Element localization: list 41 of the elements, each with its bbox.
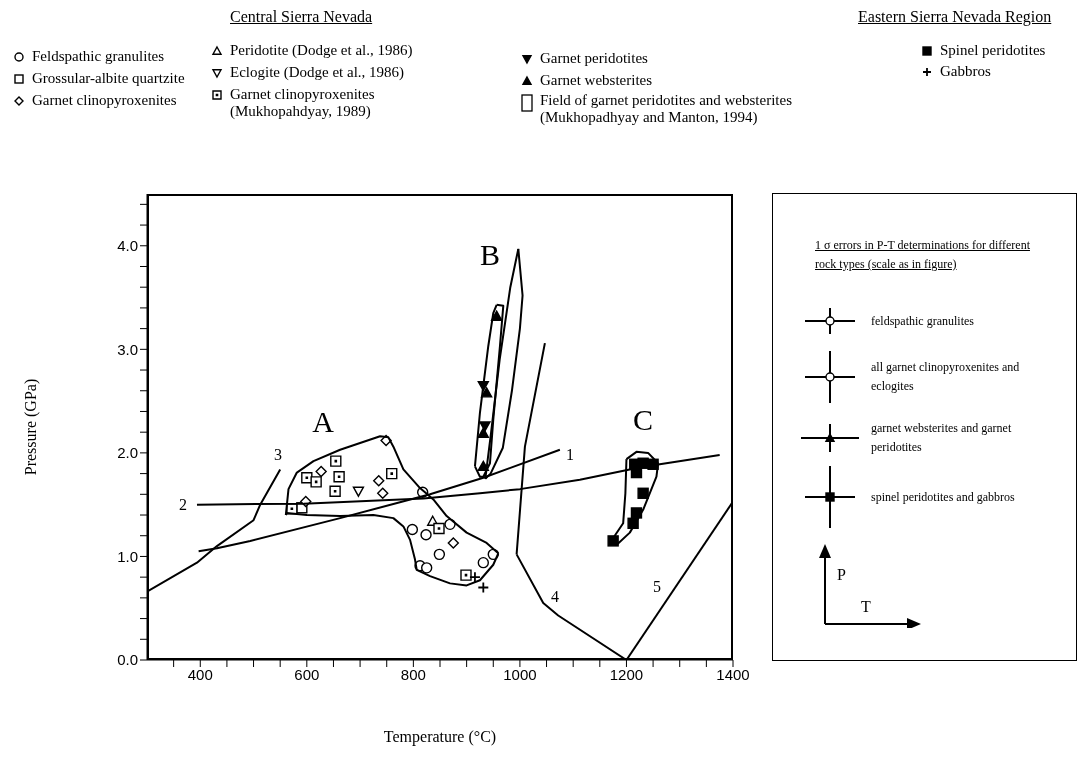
y-axis-title: Pressure (GPa) xyxy=(21,378,40,476)
annotation: 2 xyxy=(179,496,187,513)
text: P xyxy=(837,566,846,584)
text: all garnet clinopyroxenites and eclogites xyxy=(871,359,1021,395)
y-tick-label: 0.0 xyxy=(117,651,138,669)
text: garnet websterites and garnet peridotites xyxy=(871,420,1013,456)
annotation: 4 xyxy=(551,588,559,605)
text: spinel peridotites and gabbros xyxy=(871,488,1016,506)
legend-label: Garnet clinopyroxenites xyxy=(32,92,177,109)
text: 1 σ errors in P-T determinations for different rock types (scale as in figure) xyxy=(815,237,1031,273)
x-tick-label: 1400 xyxy=(716,665,750,683)
legend-label: Grossular-albite quartzite xyxy=(32,70,185,87)
text: T xyxy=(861,598,871,616)
annotation: 5 xyxy=(653,578,661,595)
x-tick-label: 600 xyxy=(294,665,320,683)
legend-label: Garnet peridotites xyxy=(540,50,648,67)
annotation: 1 xyxy=(566,446,574,463)
legend-label: Field of garnet peridotites and websterites (Mukhopadhyay and Manton, 1994) xyxy=(540,92,793,126)
annotation: 3 xyxy=(274,446,282,463)
legend-label: Spinel peridotites xyxy=(940,42,1046,59)
x-tick-label: 400 xyxy=(187,665,213,683)
y-tick-label: 3.0 xyxy=(117,340,138,358)
legend-label: Garnet websterites xyxy=(540,72,653,89)
x-tick-label: 1000 xyxy=(503,665,537,683)
x-tick-label: 1200 xyxy=(609,665,644,683)
y-tick-label: 1.0 xyxy=(117,547,138,565)
text: Eastern Sierra Nevada Region xyxy=(858,8,1052,26)
legend-label: Garnet clinopyroxenites (Mukhopahdyay, 1989) xyxy=(230,86,376,120)
x-tick-label: 800 xyxy=(400,665,426,683)
y-tick-label: 4.0 xyxy=(117,237,138,255)
text: Central Sierra Nevada xyxy=(230,8,373,26)
legend-label: Feldspathic granulites xyxy=(32,48,165,65)
legend-label: Eclogite (Dodge et al., 1986) xyxy=(230,64,405,81)
text: feldspathic granulites xyxy=(871,312,975,330)
y-tick-label: 2.0 xyxy=(117,444,138,462)
legend-label: Gabbros xyxy=(940,63,991,80)
annotation: A xyxy=(312,405,334,438)
legend-label: Peridotite (Dodge et al., 1986) xyxy=(230,42,413,59)
x-axis-title: Temperature (°C) xyxy=(383,728,497,746)
annotation: C xyxy=(632,403,654,436)
annotation: B xyxy=(479,238,501,271)
